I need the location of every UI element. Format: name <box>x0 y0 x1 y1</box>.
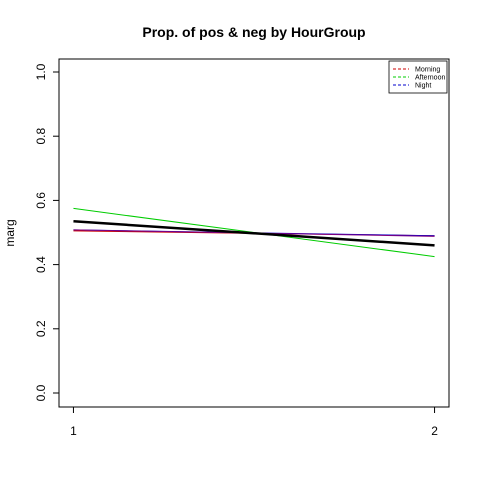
y-axis: 0.0 0.2 0.4 0.6 0.8 1.0 <box>34 63 60 401</box>
y-tick-label: 0.0 <box>34 384 48 401</box>
y-tick-label: 0.6 <box>34 192 48 209</box>
x-tick-label: 2 <box>431 424 438 438</box>
x-tick-label: 1 <box>70 424 77 438</box>
series-line-line-5 <box>73 220 435 247</box>
y-axis-label: marg <box>3 219 17 246</box>
y-tick-label: 0.8 <box>34 128 48 145</box>
y-tick-label: 0.4 <box>34 256 48 273</box>
chart-title: Prop. of pos & neg by HourGroup <box>142 24 365 40</box>
legend-label-night: Night <box>415 83 431 90</box>
legend-label-morning: Morning <box>415 67 440 74</box>
legend-label-afternoon: Afternoon <box>415 75 445 82</box>
y-tick-label: 0.2 <box>34 320 48 337</box>
series-layer <box>73 207 435 258</box>
y-tick-label: 1.0 <box>34 63 48 80</box>
